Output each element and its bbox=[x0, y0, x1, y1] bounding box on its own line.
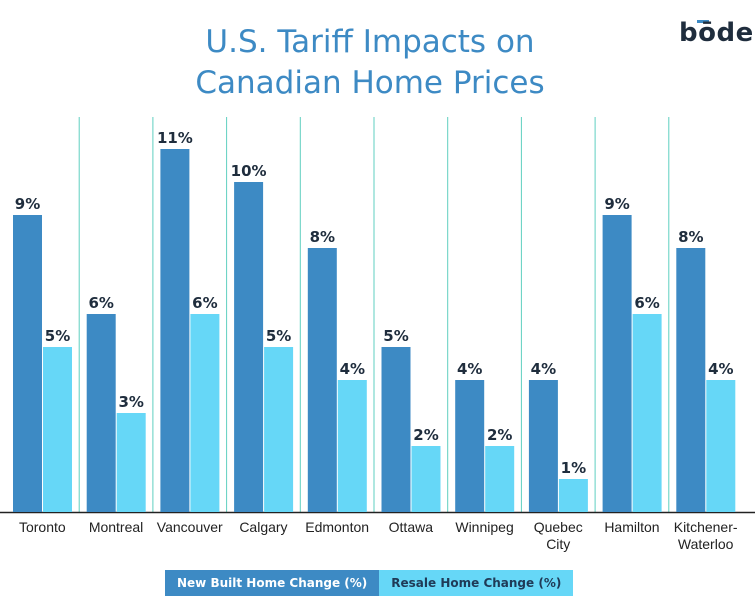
data-label: 6% bbox=[192, 294, 217, 312]
bar bbox=[632, 314, 662, 512]
data-label: 9% bbox=[15, 195, 40, 213]
bar bbox=[676, 248, 706, 512]
data-label: 10% bbox=[231, 162, 267, 180]
x-tick-label: Ottawa bbox=[389, 519, 434, 535]
x-tick-label: Calgary bbox=[239, 519, 287, 535]
data-label: 5% bbox=[266, 327, 291, 345]
chart-title-line-1: U.S. Tariff Impacts on bbox=[205, 24, 535, 60]
bar bbox=[307, 248, 337, 512]
bar bbox=[558, 479, 588, 512]
bar bbox=[455, 380, 485, 512]
data-label: 4% bbox=[708, 360, 733, 378]
x-tick-label: Toronto bbox=[19, 519, 66, 535]
data-label: 9% bbox=[604, 195, 629, 213]
data-label: 3% bbox=[118, 393, 143, 411]
data-label: 5% bbox=[45, 327, 70, 345]
x-tick-label: Kitchener- bbox=[674, 519, 738, 535]
bar bbox=[381, 347, 411, 512]
bar bbox=[706, 380, 736, 512]
data-label: 6% bbox=[88, 294, 113, 312]
data-label: 1% bbox=[561, 459, 586, 477]
chart-title-line-2: Canadian Home Prices bbox=[195, 65, 545, 101]
x-tick-label: Montreal bbox=[89, 519, 143, 535]
data-label: 4% bbox=[531, 360, 556, 378]
bar bbox=[602, 215, 632, 512]
data-label: 11% bbox=[157, 129, 193, 147]
data-label: 8% bbox=[678, 228, 703, 246]
x-tick-label: City bbox=[546, 536, 570, 552]
x-tick-label: Hamilton bbox=[604, 519, 659, 535]
data-label: 4% bbox=[340, 360, 365, 378]
data-label: 8% bbox=[310, 228, 335, 246]
x-tick-label: Edmonton bbox=[305, 519, 369, 535]
chart-legend: New Built Home Change (%) Resale Home Ch… bbox=[165, 570, 574, 596]
bar bbox=[485, 446, 515, 512]
bar bbox=[528, 380, 558, 512]
brand-logo: bōde bbox=[679, 18, 754, 48]
bar bbox=[190, 314, 220, 512]
x-tick-label: Winnipeg bbox=[455, 519, 513, 535]
bar bbox=[160, 149, 190, 512]
bar bbox=[337, 380, 367, 512]
bar bbox=[234, 182, 264, 512]
legend-item-resale: Resale Home Change (%) bbox=[379, 570, 574, 596]
bar bbox=[411, 446, 441, 512]
bar bbox=[13, 215, 42, 512]
logo-accent bbox=[697, 20, 709, 23]
bar bbox=[43, 347, 72, 512]
x-tick-label: Waterloo bbox=[678, 536, 734, 552]
x-tick-label: Quebec bbox=[534, 519, 583, 535]
bar bbox=[116, 413, 146, 512]
bar bbox=[264, 347, 294, 512]
data-label: 2% bbox=[487, 426, 512, 444]
legend-item-new-built: New Built Home Change (%) bbox=[165, 570, 380, 596]
chart-title: U.S. Tariff Impacts on Canadian Home Pri… bbox=[150, 22, 590, 104]
data-label: 5% bbox=[383, 327, 408, 345]
bar-chart: 9% 5% Toronto 6% 3% Montreal 11% 6% Vancouver 10%… bbox=[0, 117, 755, 552]
bar bbox=[86, 314, 116, 512]
x-tick-label: Vancouver bbox=[157, 519, 223, 535]
data-label: 6% bbox=[634, 294, 659, 312]
data-label: 4% bbox=[457, 360, 482, 378]
data-label: 2% bbox=[413, 426, 438, 444]
